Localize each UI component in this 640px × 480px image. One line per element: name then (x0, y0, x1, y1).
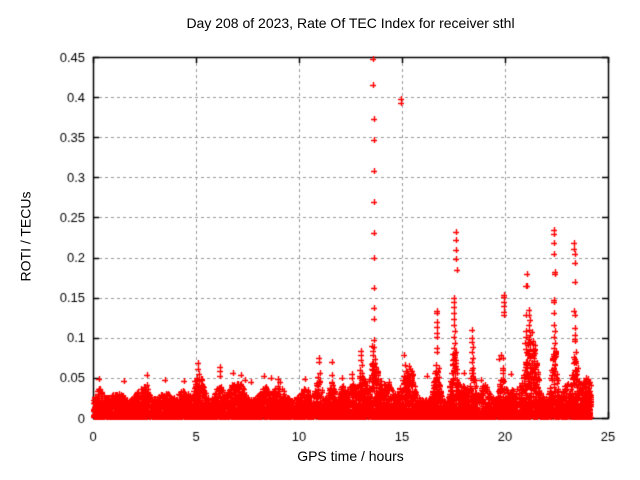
y-axis-label: ROTI / TECUs (17, 191, 34, 282)
x-axis-label: GPS time / hours (297, 448, 404, 464)
chart-title: Day 208 of 2023, Rate Of TEC Index for r… (186, 15, 515, 31)
